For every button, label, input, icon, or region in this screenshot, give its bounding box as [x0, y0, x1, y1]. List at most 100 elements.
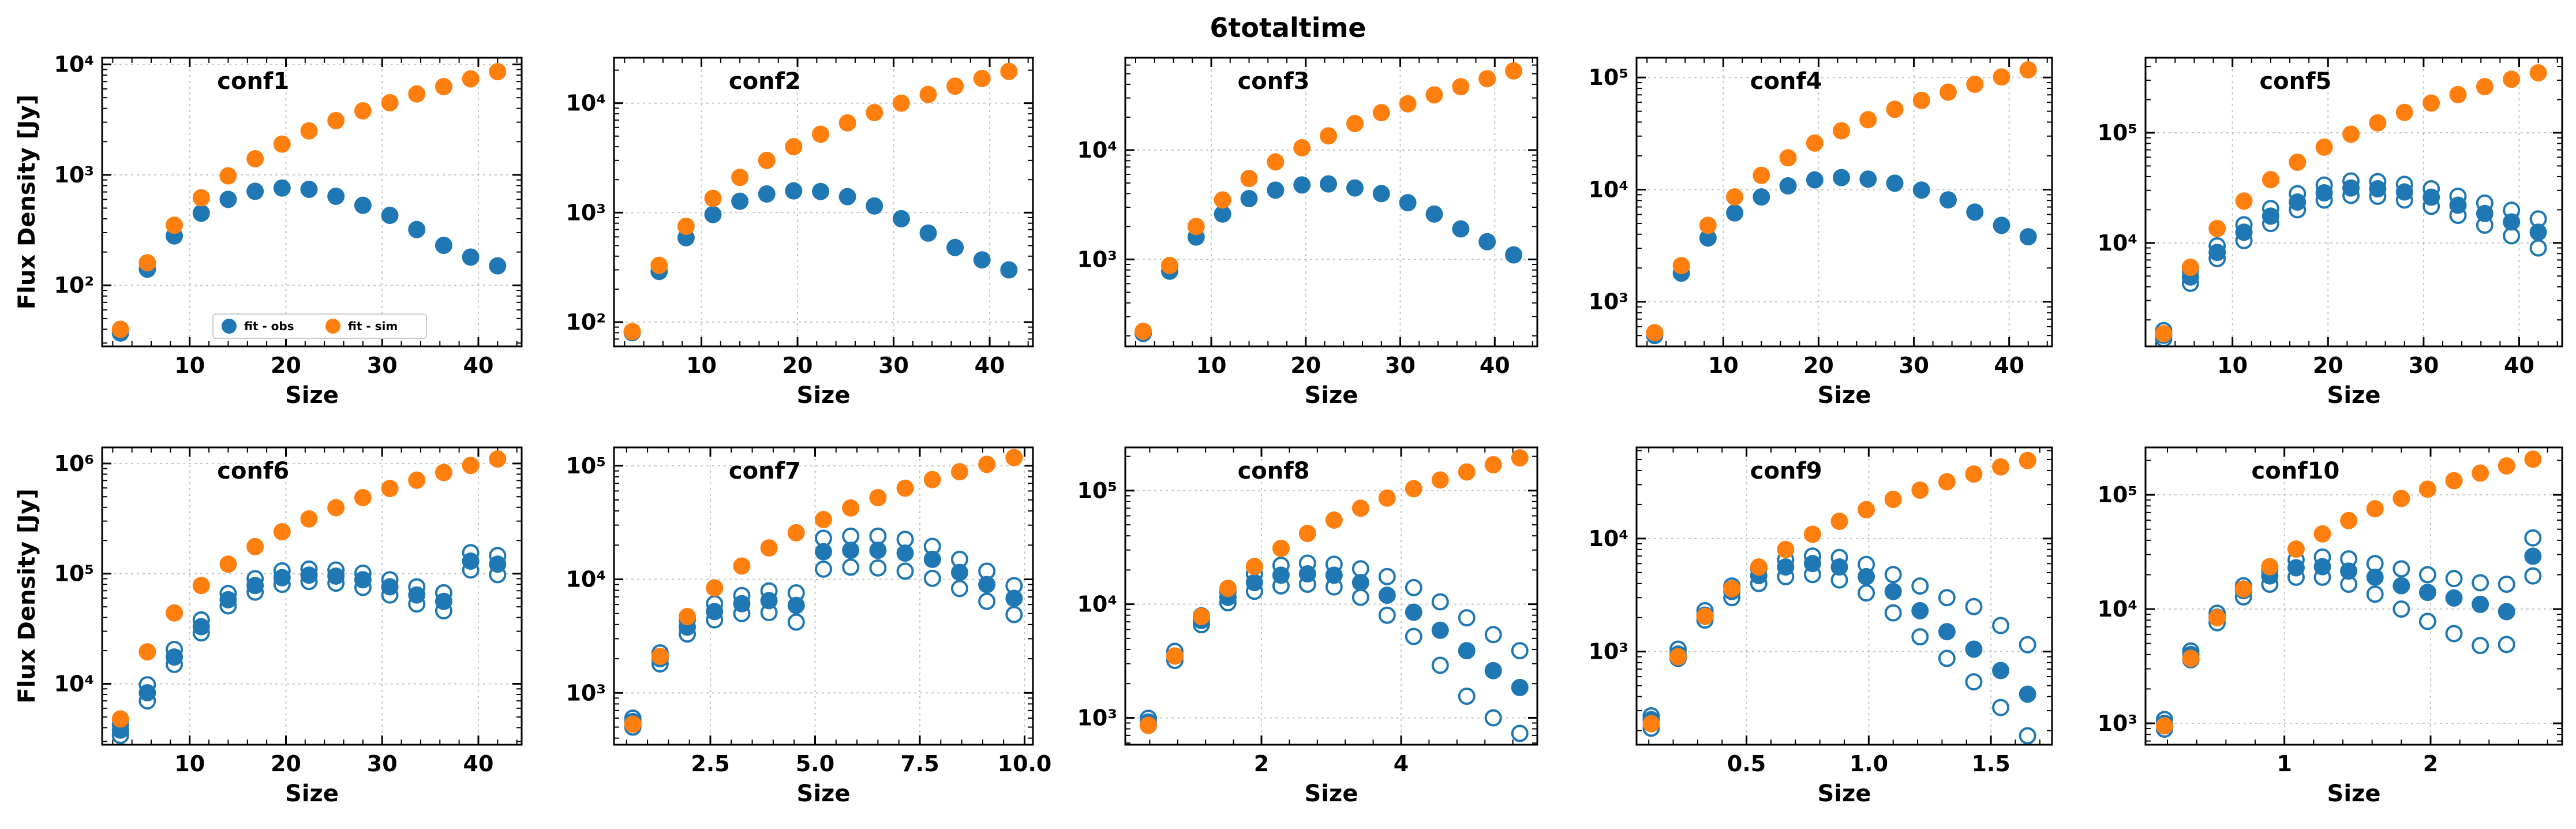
data-point-sim: [2155, 324, 2173, 342]
data-point-sim: [1806, 134, 1824, 152]
data-point-sim: [2315, 138, 2333, 156]
data-point-open: [896, 562, 914, 580]
data-point-obs: [2342, 179, 2360, 197]
data-point-open: [1431, 656, 1449, 674]
data-point-open: [2418, 566, 2436, 584]
x-tick-label: 30: [1899, 353, 1929, 378]
data-point-sim: [273, 135, 291, 153]
x-tick-label: 20: [271, 353, 301, 378]
data-point-obs: [2423, 188, 2440, 206]
data-point-obs: [1511, 678, 1529, 696]
x-tick-label: 10.0: [998, 751, 1052, 776]
data-point-sim: [166, 216, 184, 234]
y-tick-label: 10²: [566, 309, 606, 335]
data-point-open: [2418, 613, 2436, 630]
y-tick-label: 10⁵: [1077, 478, 1117, 503]
data-point-sim: [2287, 540, 2305, 558]
axes-frame: [613, 57, 1034, 348]
data-point-sim: [733, 557, 751, 575]
x-tick-label: 1.0: [1849, 751, 1888, 776]
data-point-sim: [842, 499, 860, 517]
data-point-sim: [2445, 472, 2463, 490]
axes-frame: [2144, 57, 2563, 348]
data-point-obs: [892, 210, 910, 227]
panel-title: conf2: [729, 68, 801, 95]
data-point-sim: [923, 470, 941, 488]
data-point-obs: [166, 648, 184, 666]
x-axis-label: Size: [285, 382, 339, 409]
data-point-sim: [1777, 540, 1795, 558]
data-point-open: [1484, 709, 1502, 727]
data-point-open: [2498, 576, 2515, 593]
x-tick-label: 4: [1394, 751, 1409, 776]
data-point-sim: [1139, 716, 1157, 734]
data-point-sim: [1298, 524, 1316, 542]
data-point-sim: [704, 189, 722, 207]
data-point-obs: [2289, 193, 2307, 211]
data-point-open: [1405, 578, 1422, 596]
data-point-sim: [1993, 68, 2010, 86]
x-tick-label: 10: [174, 751, 205, 776]
legend-marker: [325, 319, 340, 334]
data-point-sim: [1378, 489, 1396, 507]
data-point-obs: [327, 188, 345, 206]
data-point-sim: [2472, 464, 2489, 482]
data-point-obs: [435, 592, 452, 610]
data-point-open: [1938, 649, 1956, 667]
y-tick-label: 10³: [566, 200, 606, 225]
data-point-obs: [2418, 584, 2436, 602]
x-axis-label: Size: [1818, 781, 1871, 807]
data-point-obs: [246, 182, 264, 200]
legend-label: fit - sim: [348, 319, 398, 333]
data-point-sim: [1859, 111, 1877, 129]
y-tick-label: 10²: [54, 272, 94, 298]
data-point-obs: [2019, 685, 2036, 703]
data-point-sim: [489, 450, 507, 468]
data-point-sim: [815, 510, 832, 528]
data-point-sim: [1884, 491, 1902, 509]
data-point-sim: [111, 320, 129, 338]
data-point-sim: [381, 480, 399, 498]
panel-title: conf6: [217, 458, 289, 484]
data-point-sim: [1399, 95, 1417, 113]
data-point-obs: [2369, 180, 2387, 198]
data-point-sim: [166, 604, 184, 622]
data-point-open: [1484, 626, 1502, 644]
data-point-obs: [2340, 562, 2358, 580]
data-point-sim: [1858, 501, 1875, 518]
data-point-sim: [838, 114, 856, 132]
data-point-obs: [785, 182, 803, 200]
data-point-sim: [1966, 75, 1984, 93]
axes-frame: [1635, 446, 2053, 746]
data-point-obs: [1325, 566, 1343, 584]
data-point-obs: [1833, 169, 1851, 186]
data-point-sim: [1372, 104, 1390, 122]
data-point-obs: [138, 684, 156, 701]
data-point-open: [2498, 636, 2515, 654]
data-point-open: [1938, 589, 1956, 607]
x-tick-label: 10: [686, 353, 717, 378]
data-point-obs: [408, 221, 426, 238]
data-point-obs: [219, 591, 237, 608]
axes-frame: [2144, 446, 2563, 746]
data-point-sim: [1726, 188, 1744, 206]
x-axis-label: Size: [1818, 382, 1871, 409]
data-point-obs: [1351, 574, 1369, 592]
data-point-open: [1511, 725, 1529, 742]
data-point-sim: [2395, 103, 2413, 121]
data-point-obs: [354, 196, 372, 214]
data-point-open: [2524, 567, 2542, 585]
y-tick-label: 10³: [1588, 639, 1628, 664]
data-point-obs: [1699, 229, 1717, 247]
data-point-open: [842, 527, 860, 545]
data-point-sim: [408, 471, 426, 489]
data-point-obs: [842, 542, 860, 559]
data-point-obs: [2472, 595, 2489, 613]
y-tick-label: 10³: [1077, 705, 1117, 730]
x-tick-label: 0.5: [1727, 751, 1766, 776]
panel-title: conf1: [217, 68, 289, 95]
data-point-obs: [1425, 205, 1443, 223]
data-point-sim: [246, 537, 264, 555]
data-point-sim: [731, 169, 749, 186]
x-tick-label: 10: [1196, 353, 1227, 378]
